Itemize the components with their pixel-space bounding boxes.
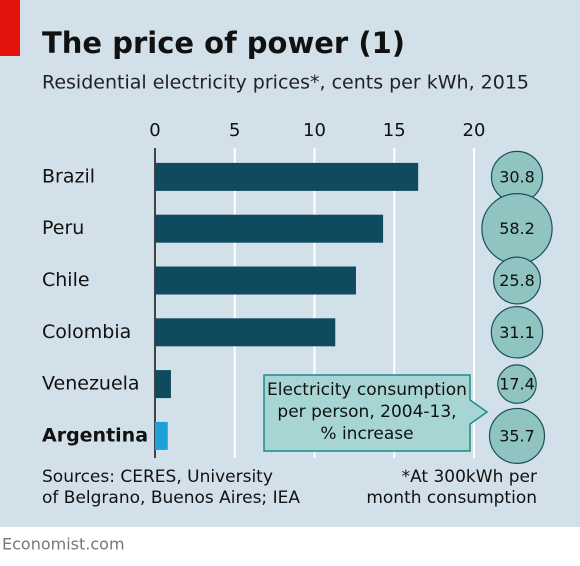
bar bbox=[155, 318, 336, 347]
bar bbox=[155, 162, 419, 191]
x-tick-label: 10 bbox=[303, 120, 326, 141]
chart-subtitle: Residential electricity prices*, cents p… bbox=[42, 72, 529, 94]
source-line: of Belgrano, Buenos Aires; IEA bbox=[42, 488, 300, 508]
annotation-box bbox=[263, 374, 489, 452]
x-tick-label: 0 bbox=[149, 120, 160, 141]
category-label: Brazil bbox=[42, 165, 95, 187]
category-label: Peru bbox=[42, 217, 84, 239]
bar bbox=[155, 421, 168, 450]
bubble-label: 58.2 bbox=[499, 219, 535, 238]
category-label: Argentina bbox=[42, 424, 148, 446]
annotation-line: per person, 2004-13, bbox=[277, 402, 456, 422]
x-tick-label: 20 bbox=[463, 120, 486, 141]
x-tick-label: 5 bbox=[229, 120, 240, 141]
footnote-line: month consumption bbox=[366, 488, 537, 508]
source-line: Sources: CERES, University bbox=[42, 467, 273, 487]
bubble-label: 17.4 bbox=[499, 375, 535, 394]
bubble bbox=[488, 407, 546, 464]
bar bbox=[155, 370, 171, 399]
red-tag bbox=[0, 0, 20, 56]
bubble-label: 30.8 bbox=[499, 167, 535, 186]
footnote-line: *At 300kWh per bbox=[402, 467, 537, 487]
category-label: Colombia bbox=[42, 321, 131, 343]
category-label: Venezuela bbox=[42, 373, 140, 395]
bubble-label: 25.8 bbox=[499, 271, 535, 290]
annotation-line: Electricity consumption bbox=[267, 380, 467, 400]
bar bbox=[155, 214, 384, 243]
annotation-line: % increase bbox=[320, 424, 413, 444]
bubble bbox=[490, 306, 544, 359]
chart-title: The price of power (1) bbox=[42, 26, 405, 60]
bubble bbox=[493, 256, 541, 305]
credit: Economist.com bbox=[2, 535, 125, 554]
category-label: Chile bbox=[42, 269, 90, 291]
bar bbox=[155, 266, 356, 295]
bubble bbox=[497, 364, 537, 404]
bubble-label: 35.7 bbox=[499, 426, 535, 445]
x-tick-label: 15 bbox=[383, 120, 406, 141]
bubble-label: 31.1 bbox=[499, 323, 535, 342]
